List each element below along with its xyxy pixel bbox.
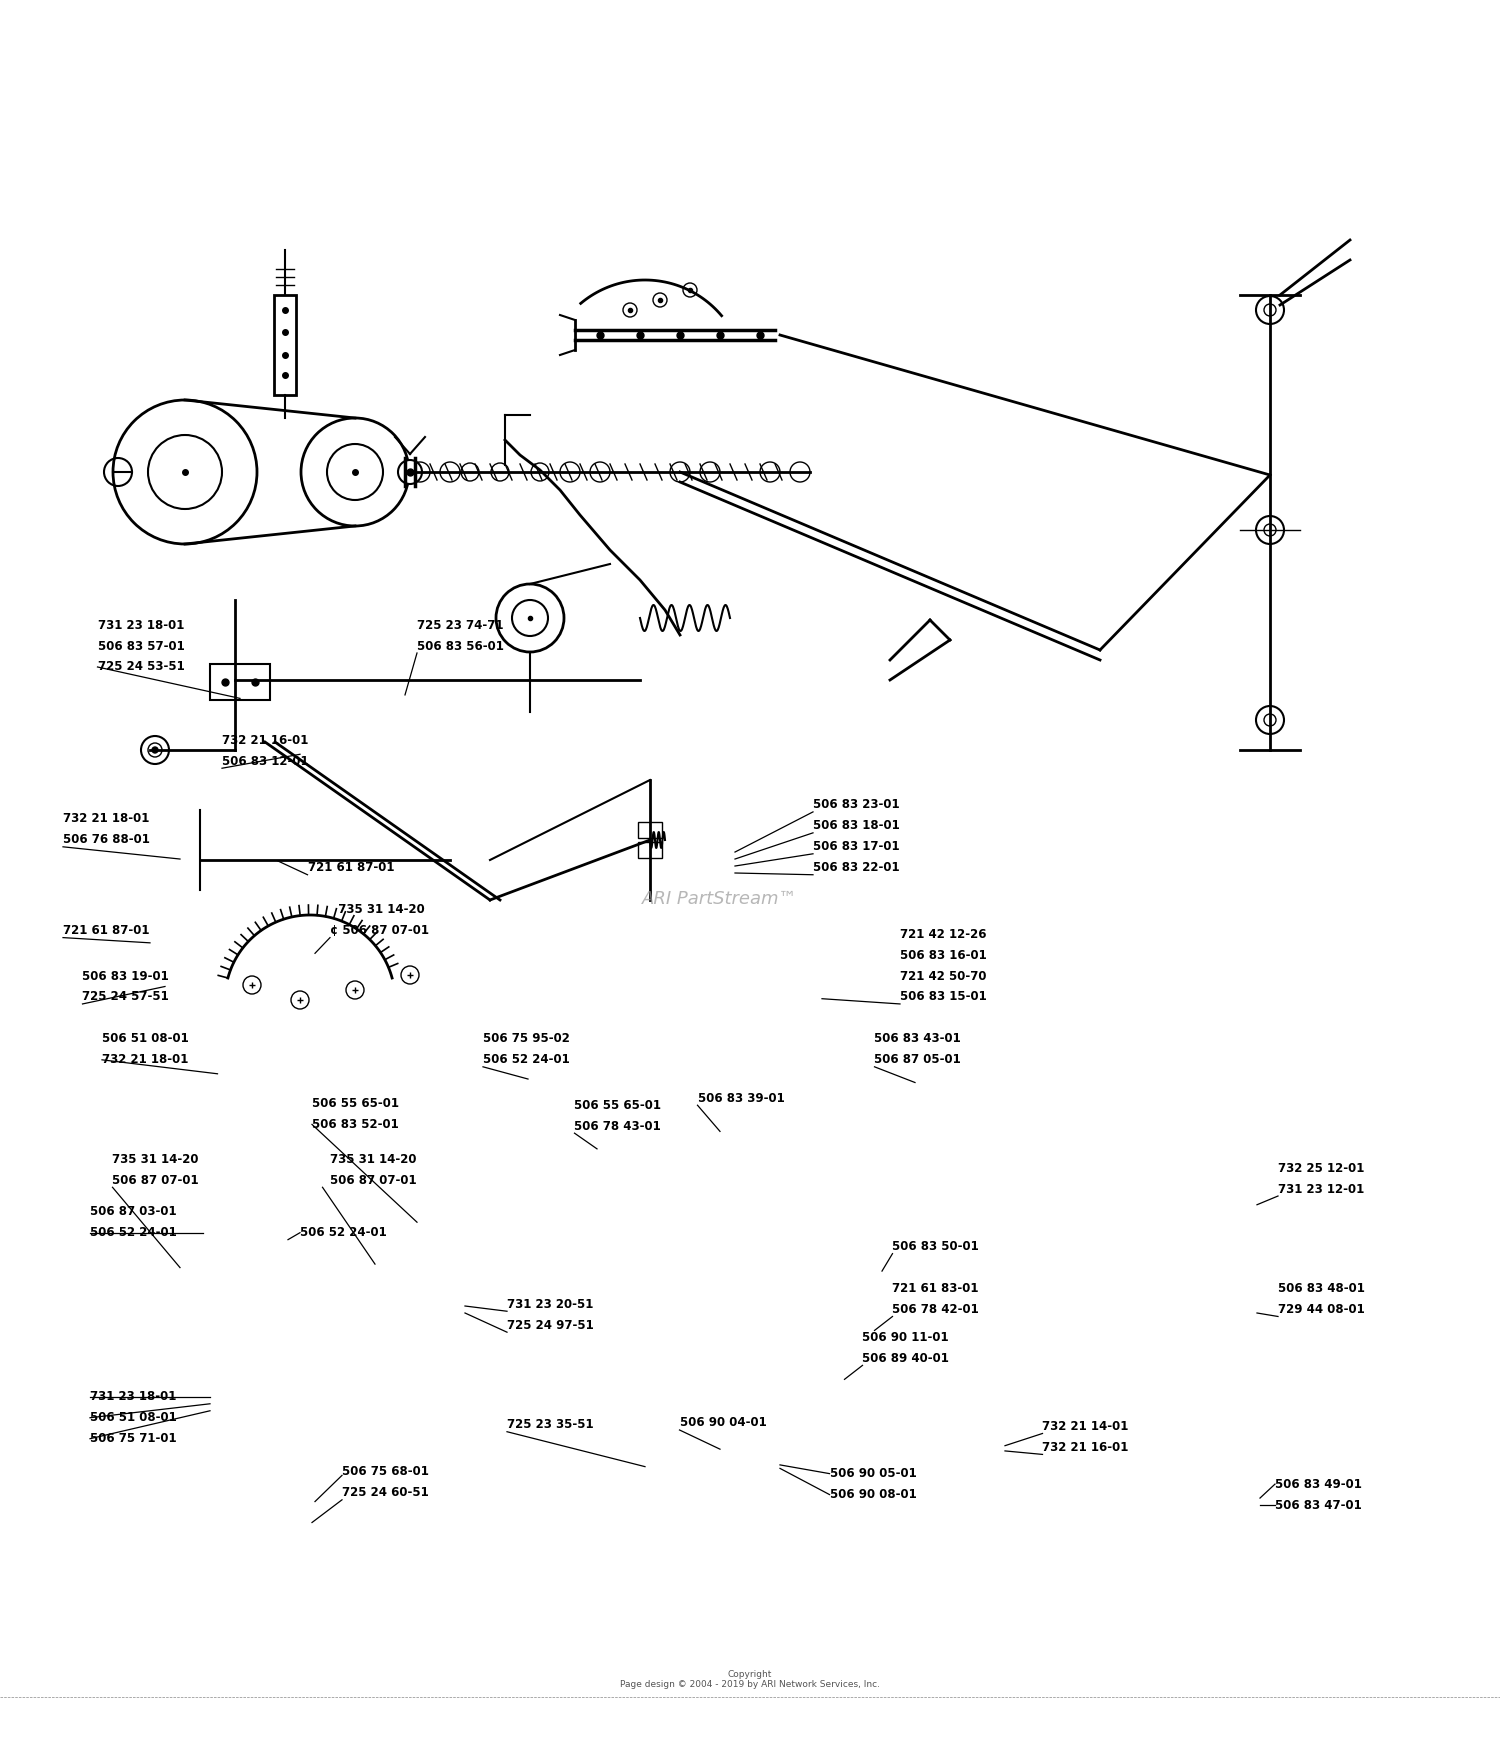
Text: 732 21 16-01: 732 21 16-01 xyxy=(1042,1440,1130,1454)
Circle shape xyxy=(460,463,478,480)
Text: 506 52 24-01: 506 52 24-01 xyxy=(300,1226,387,1240)
Text: 506 78 42-01: 506 78 42-01 xyxy=(892,1303,980,1316)
Text: 506 89 40-01: 506 89 40-01 xyxy=(862,1351,950,1365)
Circle shape xyxy=(1256,297,1284,325)
Text: 725 23 74-71: 725 23 74-71 xyxy=(417,618,504,632)
Text: 732 21 18-01: 732 21 18-01 xyxy=(63,812,150,826)
Circle shape xyxy=(652,293,668,307)
Text: 506 83 15-01: 506 83 15-01 xyxy=(900,990,987,1004)
Circle shape xyxy=(398,459,422,484)
Text: 506 90 08-01: 506 90 08-01 xyxy=(830,1488,916,1502)
Circle shape xyxy=(243,976,261,993)
Text: 506 83 50-01: 506 83 50-01 xyxy=(892,1240,980,1254)
Text: 506 87 07-01: 506 87 07-01 xyxy=(330,1173,417,1187)
FancyBboxPatch shape xyxy=(638,822,662,838)
Text: 506 55 65-01: 506 55 65-01 xyxy=(574,1098,662,1112)
Text: 506 83 49-01: 506 83 49-01 xyxy=(1275,1477,1362,1491)
Text: 506 75 71-01: 506 75 71-01 xyxy=(90,1432,177,1446)
Text: 735 31 14-20: 735 31 14-20 xyxy=(330,903,424,917)
Text: 721 61 87-01: 721 61 87-01 xyxy=(308,861,395,875)
Text: 721 42 50-70: 721 42 50-70 xyxy=(900,969,987,983)
FancyBboxPatch shape xyxy=(274,295,296,395)
Text: 506 83 57-01: 506 83 57-01 xyxy=(98,639,184,653)
Text: 732 21 16-01: 732 21 16-01 xyxy=(222,733,309,747)
Text: 725 24 97-51: 725 24 97-51 xyxy=(507,1318,594,1332)
Text: ARI PartStream™: ARI PartStream™ xyxy=(642,890,798,908)
Text: 732 21 14-01: 732 21 14-01 xyxy=(1042,1419,1130,1433)
Text: 506 87 05-01: 506 87 05-01 xyxy=(874,1053,962,1067)
Circle shape xyxy=(141,737,170,765)
Text: 506 90 11-01: 506 90 11-01 xyxy=(862,1330,950,1344)
Text: 506 90 04-01: 506 90 04-01 xyxy=(680,1416,766,1430)
Text: 732 25 12-01: 732 25 12-01 xyxy=(1278,1161,1365,1175)
Circle shape xyxy=(1256,705,1284,733)
Text: 506 90 05-01: 506 90 05-01 xyxy=(830,1467,916,1481)
Text: 506 75 95-02: 506 75 95-02 xyxy=(483,1032,570,1046)
Circle shape xyxy=(622,304,638,318)
Circle shape xyxy=(410,463,430,482)
Text: 506 83 22-01: 506 83 22-01 xyxy=(813,861,900,875)
FancyBboxPatch shape xyxy=(210,663,270,700)
Circle shape xyxy=(440,463,460,482)
Text: 731 23 18-01: 731 23 18-01 xyxy=(90,1390,177,1404)
Text: 506 52 24-01: 506 52 24-01 xyxy=(483,1053,570,1067)
Circle shape xyxy=(490,463,508,480)
Text: 735 31 14-20: 735 31 14-20 xyxy=(330,1152,417,1166)
Text: 721 42 12-26: 721 42 12-26 xyxy=(900,927,987,941)
Text: 506 83 56-01: 506 83 56-01 xyxy=(417,639,504,653)
Text: 732 21 18-01: 732 21 18-01 xyxy=(102,1053,189,1067)
Text: 506 83 19-01: 506 83 19-01 xyxy=(82,969,170,983)
Text: 735 31 14-20: 735 31 14-20 xyxy=(112,1152,200,1166)
Text: 506 83 48-01: 506 83 48-01 xyxy=(1278,1282,1365,1296)
Text: 506 51 08-01: 506 51 08-01 xyxy=(90,1411,177,1425)
Text: 506 83 23-01: 506 83 23-01 xyxy=(813,798,900,812)
Text: 731 23 18-01: 731 23 18-01 xyxy=(98,618,184,632)
Text: 725 23 35-51: 725 23 35-51 xyxy=(507,1418,594,1432)
Text: Copyright
Page design © 2004 - 2019 by ARI Network Services, Inc.: Copyright Page design © 2004 - 2019 by A… xyxy=(620,1669,880,1690)
Text: 725 24 57-51: 725 24 57-51 xyxy=(82,990,170,1004)
Circle shape xyxy=(790,463,810,482)
Text: 731 23 12-01: 731 23 12-01 xyxy=(1278,1182,1365,1196)
FancyBboxPatch shape xyxy=(638,842,662,857)
Circle shape xyxy=(760,463,780,482)
Circle shape xyxy=(682,283,698,297)
Text: 731 23 20-51: 731 23 20-51 xyxy=(507,1297,594,1311)
Text: 506 78 43-01: 506 78 43-01 xyxy=(574,1119,662,1133)
Text: 506 83 18-01: 506 83 18-01 xyxy=(813,819,900,833)
Text: 506 87 03-01: 506 87 03-01 xyxy=(90,1205,177,1219)
Circle shape xyxy=(346,981,364,999)
Circle shape xyxy=(670,463,690,482)
Circle shape xyxy=(590,463,610,482)
Circle shape xyxy=(560,463,580,482)
Text: 506 83 43-01: 506 83 43-01 xyxy=(874,1032,962,1046)
Text: 506 55 65-01: 506 55 65-01 xyxy=(312,1096,399,1110)
Circle shape xyxy=(700,463,720,482)
Circle shape xyxy=(531,463,549,480)
Text: 506 51 08-01: 506 51 08-01 xyxy=(102,1032,189,1046)
Text: 506 75 68-01: 506 75 68-01 xyxy=(342,1465,429,1479)
Text: 729 44 08-01: 729 44 08-01 xyxy=(1278,1303,1365,1316)
Text: 506 83 16-01: 506 83 16-01 xyxy=(900,948,987,962)
Text: 725 24 60-51: 725 24 60-51 xyxy=(342,1486,429,1500)
Text: 506 83 39-01: 506 83 39-01 xyxy=(698,1091,784,1105)
Circle shape xyxy=(152,747,157,753)
Text: 506 87 07-01: 506 87 07-01 xyxy=(112,1173,200,1187)
Circle shape xyxy=(1256,517,1284,545)
Text: 721 61 83-01: 721 61 83-01 xyxy=(892,1282,980,1296)
Text: 506 83 12-01: 506 83 12-01 xyxy=(222,754,309,768)
Text: 506 83 47-01: 506 83 47-01 xyxy=(1275,1498,1362,1512)
Text: 506 52 24-01: 506 52 24-01 xyxy=(90,1226,177,1240)
Text: 506 76 88-01: 506 76 88-01 xyxy=(63,833,150,847)
Text: 721 61 87-01: 721 61 87-01 xyxy=(63,924,150,938)
Circle shape xyxy=(400,966,418,985)
Text: ¢ 506 87 07-01: ¢ 506 87 07-01 xyxy=(330,924,429,938)
Text: 506 83 17-01: 506 83 17-01 xyxy=(813,840,900,854)
Text: 725 24 53-51: 725 24 53-51 xyxy=(98,660,184,674)
Text: 506 83 52-01: 506 83 52-01 xyxy=(312,1117,399,1131)
Circle shape xyxy=(291,992,309,1009)
